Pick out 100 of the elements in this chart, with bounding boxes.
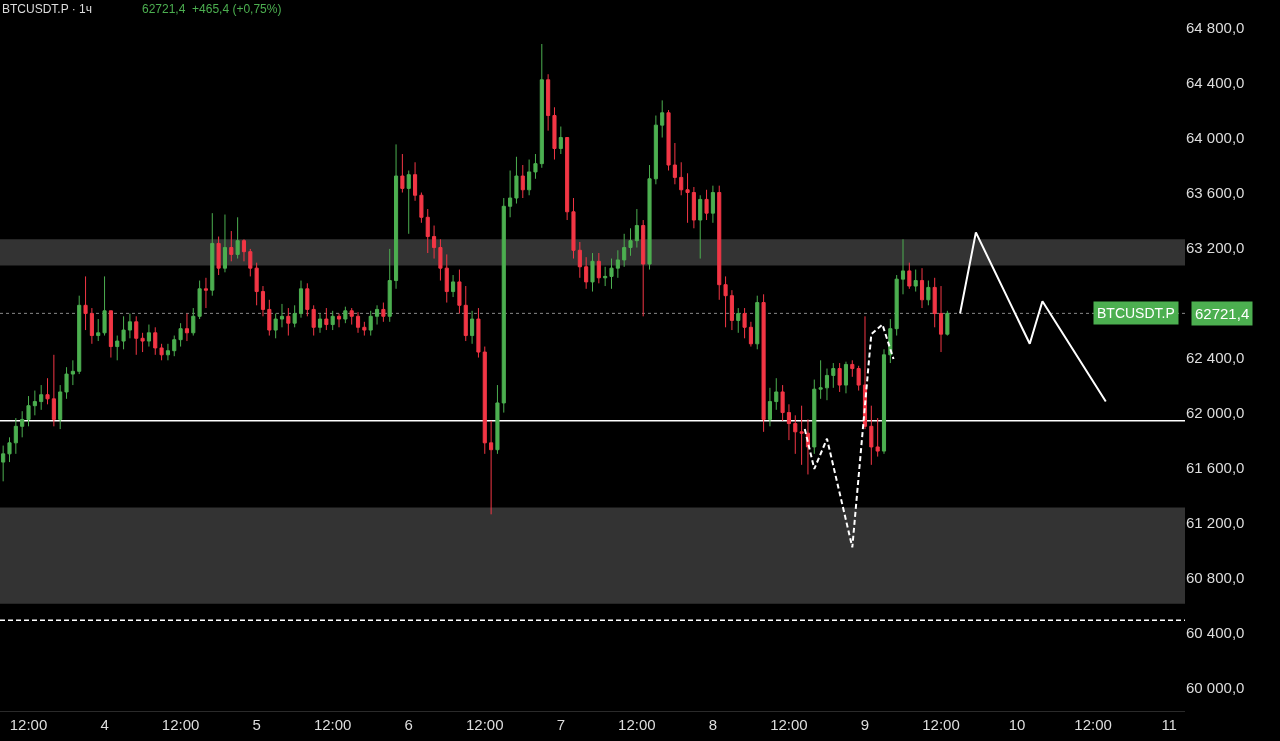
candlestick bbox=[907, 262, 912, 290]
candlestick bbox=[729, 289, 734, 331]
candlestick bbox=[419, 192, 424, 224]
candlestick bbox=[146, 324, 151, 348]
candlestick bbox=[165, 343, 170, 361]
x-tick-label: 5 bbox=[252, 716, 261, 733]
y-tick-label: 60 800,0 bbox=[1186, 568, 1245, 586]
candlestick bbox=[140, 332, 145, 353]
candlestick bbox=[691, 186, 696, 229]
candlestick bbox=[736, 307, 741, 334]
candlestick bbox=[102, 275, 107, 337]
candlestick bbox=[634, 208, 639, 249]
candlestick bbox=[660, 99, 665, 139]
candlestick bbox=[767, 387, 772, 427]
candlestick bbox=[432, 225, 437, 260]
candlestick bbox=[438, 238, 443, 282]
candlestick bbox=[26, 395, 31, 427]
candlestick bbox=[710, 185, 715, 224]
candlestick bbox=[292, 304, 297, 328]
candlestick bbox=[793, 414, 798, 455]
candlestick bbox=[742, 307, 747, 339]
y-tick-label: 64 000,0 bbox=[1186, 128, 1245, 146]
x-tick-label: 12:00 bbox=[9, 716, 48, 733]
candlestick bbox=[584, 256, 589, 290]
y-tick-label: 63 600,0 bbox=[1186, 183, 1245, 201]
y-tick-label: 64 400,0 bbox=[1186, 73, 1245, 91]
y-tick-label: 62 400,0 bbox=[1186, 348, 1245, 366]
candlestick bbox=[938, 285, 944, 353]
x-tick-label: 8 bbox=[708, 716, 718, 733]
candlestick bbox=[926, 280, 931, 306]
candlestick bbox=[558, 126, 563, 155]
candlestick bbox=[191, 307, 196, 337]
candlestick bbox=[565, 137, 570, 221]
candlestick bbox=[679, 161, 684, 196]
candlestick bbox=[324, 307, 329, 331]
candlestick bbox=[577, 241, 582, 279]
candlestick bbox=[330, 310, 335, 331]
y-tick-label: 60 000,0 bbox=[1186, 678, 1245, 696]
x-tick-label: 12:00 bbox=[313, 716, 352, 733]
candlestick bbox=[881, 348, 887, 455]
candlestick bbox=[45, 377, 50, 405]
candlestick bbox=[203, 277, 208, 309]
candlestick bbox=[571, 197, 576, 260]
candlestick bbox=[527, 159, 532, 196]
candlestick bbox=[286, 307, 291, 337]
candlestick bbox=[685, 172, 690, 224]
candlestick bbox=[444, 253, 449, 304]
candlestick bbox=[108, 310, 113, 359]
candlestick bbox=[717, 185, 722, 301]
candlestick bbox=[32, 390, 37, 416]
candlestick bbox=[913, 269, 918, 293]
candlestick bbox=[723, 275, 728, 328]
y-tick-label: 62 000,0 bbox=[1186, 403, 1245, 421]
candlestick bbox=[451, 274, 456, 298]
candlestick bbox=[216, 236, 221, 276]
candlestick bbox=[603, 266, 608, 287]
candlestick bbox=[628, 227, 633, 257]
candlestick bbox=[900, 238, 906, 295]
candlestick bbox=[394, 143, 399, 290]
candlestick bbox=[818, 359, 823, 400]
candlestick bbox=[476, 307, 481, 359]
candlestick bbox=[121, 315, 126, 350]
candlestick bbox=[343, 306, 348, 324]
candlestick bbox=[552, 106, 557, 161]
candlestick bbox=[7, 436, 12, 463]
y-tick-label: 60 400,0 bbox=[1186, 623, 1245, 641]
candlestick bbox=[20, 410, 25, 438]
candlestick bbox=[406, 170, 411, 235]
candlestick bbox=[89, 307, 94, 345]
candlestick bbox=[495, 384, 500, 455]
candlestick bbox=[748, 321, 753, 348]
candlestick bbox=[374, 304, 380, 326]
candlestick bbox=[210, 212, 215, 297]
x-tick-label: 12:00 bbox=[618, 716, 656, 733]
candlestick bbox=[837, 362, 842, 393]
candlestick bbox=[368, 310, 373, 337]
candlestick bbox=[298, 280, 304, 319]
candlestick bbox=[653, 115, 658, 185]
x-tick-label: 11 bbox=[1161, 716, 1177, 733]
candlestick bbox=[470, 310, 475, 345]
candlestick bbox=[267, 299, 272, 337]
candlestick bbox=[260, 285, 266, 317]
candlestick bbox=[698, 194, 703, 260]
chart-subtitle: 62721,4 +465,4 (+0,75%) bbox=[142, 2, 282, 16]
text: 62721,4 bbox=[1195, 305, 1250, 322]
x-tick-label: 12:00 bbox=[922, 716, 960, 733]
candlestick bbox=[596, 252, 601, 284]
candlestick bbox=[64, 366, 69, 400]
candlestick bbox=[457, 269, 462, 315]
y-tick-label: 61 600,0 bbox=[1186, 458, 1245, 476]
candlestick bbox=[546, 73, 551, 132]
x-tick-label: 7 bbox=[556, 716, 565, 733]
candlestick bbox=[159, 343, 164, 361]
candlestick bbox=[672, 142, 677, 185]
x-tick-label: 10 bbox=[1008, 716, 1026, 733]
candlestick bbox=[482, 346, 487, 455]
candlestick bbox=[539, 43, 544, 169]
x-tick-label: 6 bbox=[404, 716, 413, 733]
candlestick bbox=[349, 307, 354, 326]
candlestick bbox=[96, 318, 101, 342]
